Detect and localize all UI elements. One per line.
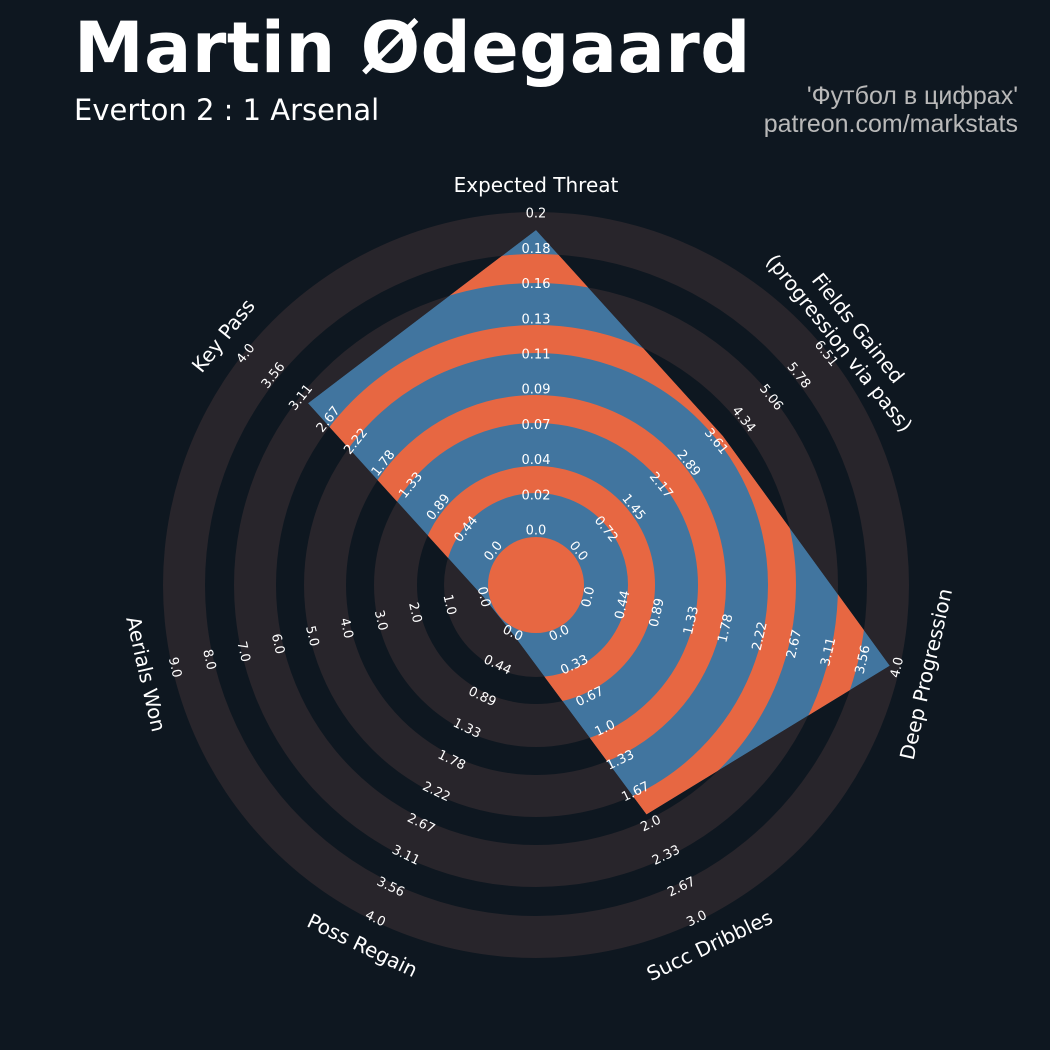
tick-label: 2.0 [405, 601, 424, 625]
tick-label: 1.33 [681, 605, 702, 637]
tick-label: 0.0 [474, 585, 493, 609]
tick-label: 2.22 [750, 620, 771, 652]
tick-label: 0.07 [522, 418, 551, 433]
tick-label: 7.0 [234, 640, 253, 664]
tick-label: 3.56 [853, 644, 874, 676]
tick-label: 0.09 [522, 383, 551, 398]
credit-link: patreon.com/markstats [763, 110, 1018, 138]
tick-label: 5.0 [302, 624, 321, 648]
player-polygon [308, 230, 890, 815]
tick-label: 0.89 [647, 597, 668, 629]
param-label: Aerials Won [121, 614, 171, 734]
tick-label: 1.78 [715, 613, 736, 645]
tick-label: 3.11 [818, 636, 839, 668]
player-ring [488, 537, 584, 633]
param-label-line: Expected Threat [454, 173, 619, 197]
tick-label: 4.0 [888, 656, 907, 680]
tick-label: 2.67 [784, 628, 805, 660]
tick-label: 0.16 [522, 277, 551, 292]
tick-label: 0.0 [526, 524, 547, 539]
tick-label: 0.2 [526, 207, 547, 222]
tick-label: 0.0 [579, 585, 598, 609]
tick-label: 3.0 [371, 609, 390, 633]
tick-label: 0.13 [522, 312, 551, 327]
tick-label: 1.0 [439, 593, 458, 617]
tick-label: 0.18 [522, 242, 551, 257]
match-subtitle: Everton 2 : 1 Arsenal [74, 93, 380, 127]
tick-label: 0.04 [522, 453, 551, 468]
player-name-title: Martin Ødegaard [74, 7, 751, 89]
player-ring [308, 325, 796, 815]
credit-name: 'Футбол в цифрах' [806, 82, 1018, 110]
tick-label: 8.0 [199, 648, 218, 672]
param-label-line: Aerials Won [121, 614, 171, 734]
tick-label: 0.02 [522, 488, 551, 503]
tick-label: 9.0 [165, 656, 184, 680]
tick-label: 0.11 [522, 348, 551, 363]
tick-label: 6.0 [268, 632, 287, 656]
tick-label: 4.0 [336, 617, 355, 641]
param-label: Expected Threat [454, 173, 619, 197]
tick-label: 0.44 [612, 589, 633, 621]
